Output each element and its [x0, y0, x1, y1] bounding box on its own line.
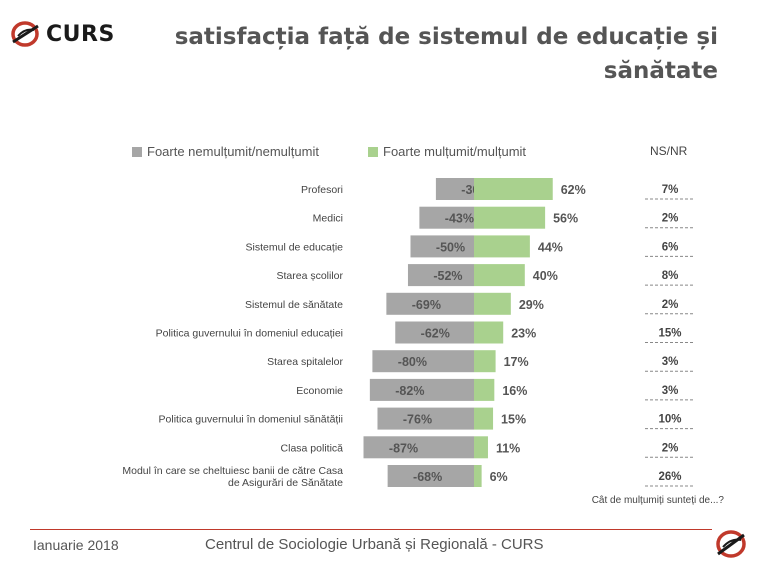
- category-label: Sistemul de educație: [246, 241, 344, 253]
- positive-value-label: 11%: [496, 441, 520, 455]
- legend-negative-label: Foarte nemulțumit/nemulțumit: [147, 144, 319, 159]
- positive-value-label: 40%: [533, 269, 558, 283]
- legend-positive-swatch: [368, 146, 378, 157]
- negative-bar: [369, 378, 474, 401]
- category-label: Starea școlilor: [276, 270, 343, 282]
- positive-value-label: 23%: [511, 327, 536, 341]
- category-label: Starea spitalelor: [267, 356, 343, 368]
- positive-bar: [474, 321, 504, 344]
- footer-date: Ianuarie 2018: [33, 537, 119, 553]
- nsnr-value-label: 3%: [662, 385, 679, 397]
- negative-value-label: -69%: [412, 298, 441, 312]
- negative-bar: [387, 465, 474, 487]
- legend-positive-label: Foarte mulțumit/mulțumit: [383, 144, 527, 159]
- positive-value-label: 15%: [501, 413, 526, 427]
- positive-value-label: 44%: [538, 240, 563, 254]
- nsnr-value-label: 26%: [658, 471, 681, 483]
- negative-value-label: -50%: [436, 240, 465, 254]
- category-label: Clasa politică: [281, 442, 344, 454]
- negative-bar: [372, 350, 474, 373]
- negative-bar: [410, 235, 474, 258]
- positive-bar: [474, 465, 482, 487]
- legend-negative-swatch: [132, 146, 142, 157]
- positive-bar: [474, 407, 494, 430]
- positive-bar: [474, 436, 488, 459]
- negative-value-label: -43%: [445, 212, 474, 226]
- nsnr-value-label: 15%: [658, 328, 681, 340]
- negative-bar: [386, 292, 474, 315]
- negative-value-label: -80%: [398, 355, 427, 369]
- category-label: Economie: [296, 385, 343, 397]
- category-label: Politica guvernului în domeniul educație…: [156, 328, 343, 340]
- legend-negative: Foarte nemulțumit/nemulțumit: [132, 144, 319, 159]
- question-text: Cât de mulțumiți sunteți de...?: [591, 495, 724, 506]
- negative-bar: [395, 321, 474, 344]
- negative-value-label: -82%: [395, 384, 424, 398]
- nsnr-value-label: 6%: [662, 241, 679, 253]
- category-label: Sistemul de sănătate: [245, 299, 343, 311]
- positive-bar: [474, 206, 546, 229]
- positive-bar: [474, 292, 511, 315]
- positive-bar: [474, 264, 525, 287]
- positive-value-label: 56%: [553, 212, 578, 226]
- page-title: satisfacția față de sistemul de educație…: [174, 24, 718, 84]
- negative-bar: [435, 178, 474, 200]
- positive-bar: [474, 378, 495, 401]
- nsnr-value-label: 2%: [662, 213, 679, 225]
- positive-value-label: 29%: [519, 298, 544, 312]
- negative-bar: [419, 206, 474, 229]
- category-label: Politica guvernului în domeniul sănătăți…: [159, 414, 343, 426]
- positive-value-label: 6%: [490, 470, 508, 484]
- negative-bar: [377, 407, 474, 430]
- nsnr-value-label: 2%: [662, 299, 679, 311]
- footer-logo-icon: [716, 530, 746, 558]
- positive-value-label: 17%: [504, 355, 529, 369]
- positive-value-label: 16%: [502, 384, 527, 398]
- legend-nsnr-label: NS/NR: [650, 144, 688, 158]
- negative-value-label: -76%: [403, 413, 432, 427]
- curs-logo: CURS: [10, 20, 115, 48]
- positive-value-label: 62%: [561, 183, 586, 197]
- category-label: Modul în care se cheltuiesc banii de căt…: [122, 465, 343, 489]
- legend-positive: Foarte mulțumit/mulțumit: [368, 144, 526, 159]
- footer-organization: Centrul de Sociologie Urbană și Regional…: [205, 536, 544, 553]
- negative-value-label: -52%: [433, 269, 462, 283]
- nsnr-value-label: 3%: [662, 356, 679, 368]
- nsnr-value-label: 8%: [662, 270, 679, 282]
- negative-value-label: -87%: [389, 441, 418, 455]
- curs-logo-icon: [11, 21, 39, 47]
- negative-bar: [407, 264, 474, 287]
- logo-text: CURS: [46, 21, 115, 47]
- positive-bar: [474, 178, 553, 200]
- category-label: Medici: [313, 213, 343, 225]
- category-label: Profesori: [301, 184, 343, 196]
- negative-value-label: -68%: [413, 470, 442, 484]
- footer-divider: [30, 529, 712, 530]
- nsnr-value-label: 7%: [662, 184, 679, 196]
- nsnr-value-label: 2%: [662, 442, 679, 454]
- positive-bar: [474, 235, 530, 258]
- positive-bar: [474, 350, 496, 373]
- negative-bar: [363, 436, 474, 459]
- nsnr-value-label: 10%: [658, 414, 681, 426]
- negative-value-label: -62%: [421, 327, 450, 341]
